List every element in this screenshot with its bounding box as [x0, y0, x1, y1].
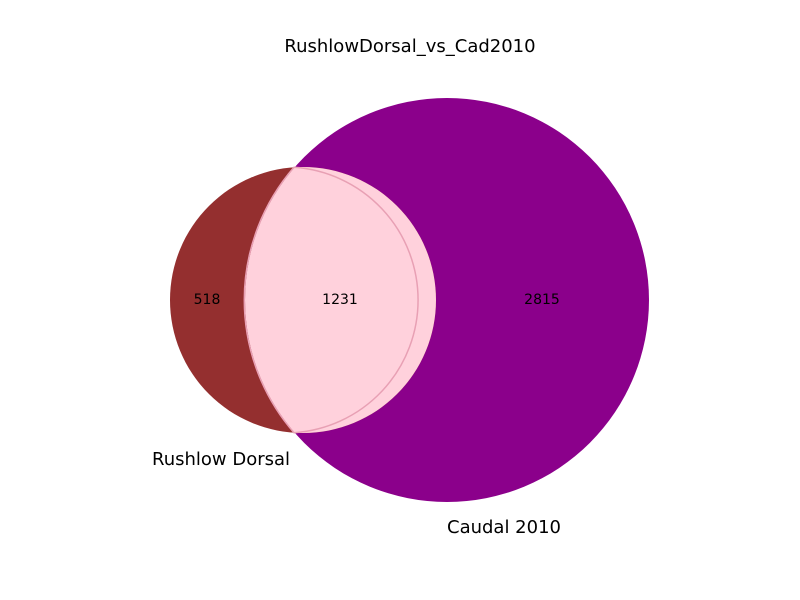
set-a-label: Rushlow Dorsal — [152, 449, 290, 470]
intersection-count: 1231 — [322, 292, 358, 308]
intersection-outline — [243, 166, 419, 434]
intersection-region — [245, 167, 436, 433]
only-rushlow-count: 518 — [194, 292, 221, 308]
only-caudal-count: 2815 — [524, 292, 560, 308]
set-b-label: Caudal 2010 — [447, 517, 561, 538]
diagram-title: RushlowDorsal_vs_Cad2010 — [284, 36, 535, 57]
